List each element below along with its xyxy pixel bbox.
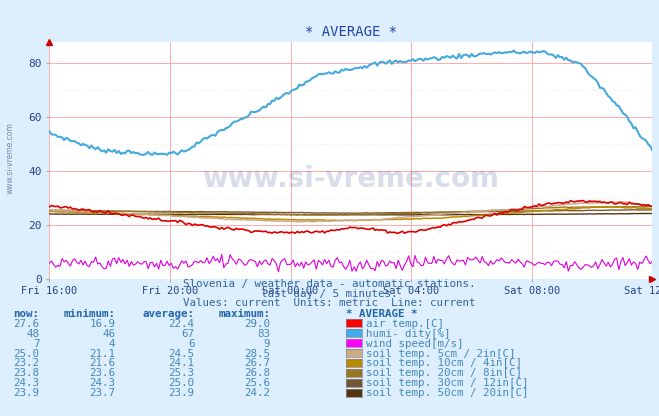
Text: 28.5: 28.5 <box>244 349 270 359</box>
Text: 23.9: 23.9 <box>169 389 194 399</box>
Text: 22.4: 22.4 <box>169 319 194 329</box>
Text: soil temp. 50cm / 20in[C]: soil temp. 50cm / 20in[C] <box>366 389 529 399</box>
Text: humi- dity[%]: humi- dity[%] <box>366 329 450 339</box>
Text: * AVERAGE *: * AVERAGE * <box>346 309 417 319</box>
Text: last day / 5 minutes.: last day / 5 minutes. <box>261 289 398 299</box>
Text: 24.1: 24.1 <box>169 359 194 369</box>
Text: 48: 48 <box>26 329 40 339</box>
Text: 23.6: 23.6 <box>90 369 115 379</box>
Text: 29.0: 29.0 <box>244 319 270 329</box>
Text: 16.9: 16.9 <box>90 319 115 329</box>
Text: now:: now: <box>14 309 40 319</box>
Text: 25.0: 25.0 <box>14 349 40 359</box>
Text: 25.3: 25.3 <box>169 369 194 379</box>
Text: 9: 9 <box>264 339 270 349</box>
Text: 7: 7 <box>33 339 40 349</box>
Text: maximum:: maximum: <box>218 309 270 319</box>
Text: 67: 67 <box>181 329 194 339</box>
Text: air temp.[C]: air temp.[C] <box>366 319 444 329</box>
Text: 23.9: 23.9 <box>14 389 40 399</box>
Text: minimum:: minimum: <box>63 309 115 319</box>
Text: 27.6: 27.6 <box>14 319 40 329</box>
Text: 46: 46 <box>102 329 115 339</box>
Text: Values: current  Units: metric  Line: current: Values: current Units: metric Line: curr… <box>183 298 476 308</box>
Text: www.si-vreme.com: www.si-vreme.com <box>5 122 14 194</box>
Text: 24.5: 24.5 <box>169 349 194 359</box>
Title: * AVERAGE *: * AVERAGE * <box>305 25 397 39</box>
Text: soil temp. 5cm / 2in[C]: soil temp. 5cm / 2in[C] <box>366 349 515 359</box>
Text: 23.2: 23.2 <box>14 359 40 369</box>
Text: 23.7: 23.7 <box>90 389 115 399</box>
Text: 26.7: 26.7 <box>244 359 270 369</box>
Text: 25.6: 25.6 <box>244 379 270 389</box>
Text: 24.2: 24.2 <box>244 389 270 399</box>
Text: soil temp. 10cm / 4in[C]: soil temp. 10cm / 4in[C] <box>366 359 522 369</box>
Text: 83: 83 <box>257 329 270 339</box>
Text: 26.8: 26.8 <box>244 369 270 379</box>
Text: 21.6: 21.6 <box>90 359 115 369</box>
Text: soil temp. 20cm / 8in[C]: soil temp. 20cm / 8in[C] <box>366 369 522 379</box>
Text: 24.3: 24.3 <box>14 379 40 389</box>
Text: 4: 4 <box>109 339 115 349</box>
Text: 21.1: 21.1 <box>90 349 115 359</box>
Text: Slovenia / weather data - automatic stations.: Slovenia / weather data - automatic stat… <box>183 279 476 289</box>
Text: 23.8: 23.8 <box>14 369 40 379</box>
Text: 25.0: 25.0 <box>169 379 194 389</box>
Text: average:: average: <box>142 309 194 319</box>
Text: 6: 6 <box>188 339 194 349</box>
Text: wind speed[m/s]: wind speed[m/s] <box>366 339 463 349</box>
Text: soil temp. 30cm / 12in[C]: soil temp. 30cm / 12in[C] <box>366 379 529 389</box>
Text: www.si-vreme.com: www.si-vreme.com <box>202 165 500 193</box>
Text: 24.3: 24.3 <box>90 379 115 389</box>
